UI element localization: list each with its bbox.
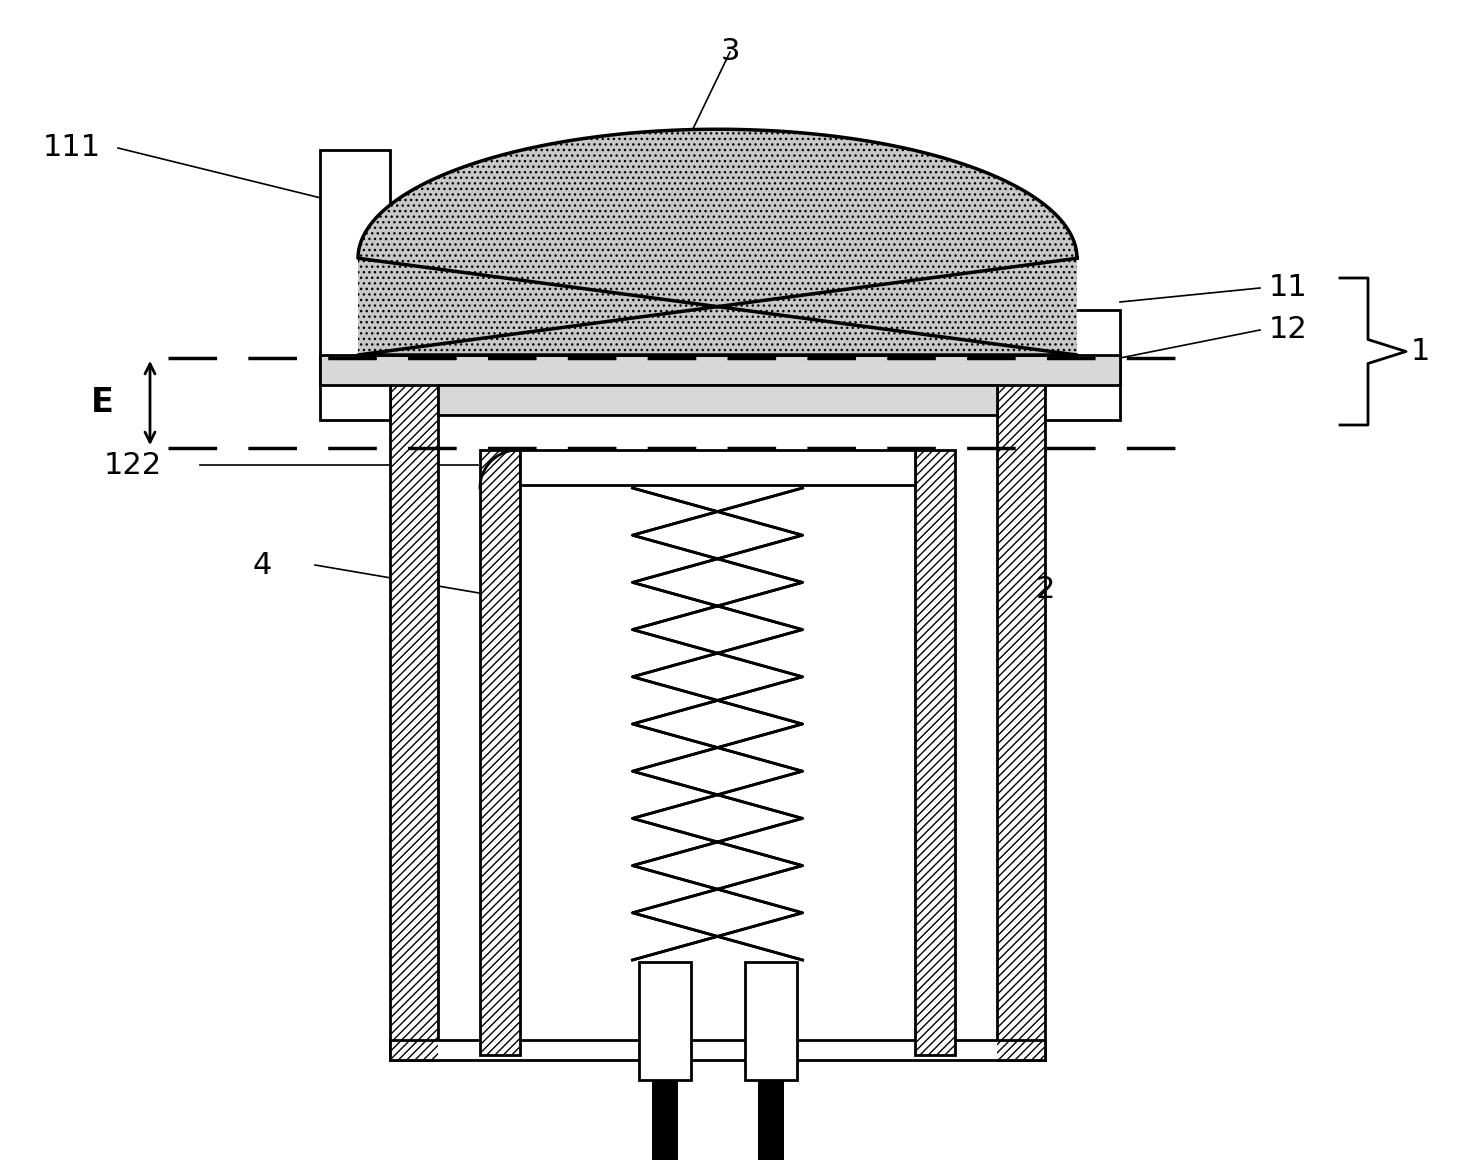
Bar <box>480 450 519 1054</box>
Bar <box>439 300 998 1058</box>
Text: 1: 1 <box>1410 338 1430 367</box>
Text: 11: 11 <box>1269 274 1307 303</box>
Bar <box>390 300 439 1060</box>
Text: 122: 122 <box>104 450 161 479</box>
Polygon shape <box>700 869 735 909</box>
Bar <box>480 450 519 1054</box>
Bar <box>390 300 439 1060</box>
Polygon shape <box>700 681 735 720</box>
Bar <box>651 1080 678 1160</box>
Polygon shape <box>700 916 735 956</box>
Polygon shape <box>358 129 1077 259</box>
Bar <box>744 962 797 1080</box>
Polygon shape <box>700 492 735 531</box>
Bar <box>519 450 915 485</box>
Polygon shape <box>700 775 735 814</box>
Text: 3: 3 <box>720 37 739 66</box>
Bar <box>757 1080 783 1160</box>
Bar <box>915 450 955 1054</box>
Bar <box>1045 310 1119 420</box>
Bar <box>998 300 1045 1060</box>
Bar <box>638 962 691 1080</box>
Bar <box>320 150 390 420</box>
Bar <box>439 385 998 415</box>
Text: 2: 2 <box>1036 575 1055 604</box>
Bar <box>358 259 1077 355</box>
Text: 12: 12 <box>1269 316 1307 345</box>
Polygon shape <box>700 633 735 673</box>
Bar <box>390 1041 1045 1060</box>
Bar <box>320 355 1119 385</box>
Polygon shape <box>700 822 735 862</box>
Polygon shape <box>700 727 735 768</box>
Polygon shape <box>700 586 735 626</box>
Text: 4: 4 <box>252 551 271 580</box>
Bar <box>998 300 1045 1060</box>
Text: E: E <box>91 386 113 420</box>
Bar <box>358 259 1077 355</box>
Text: 111: 111 <box>43 133 101 162</box>
Polygon shape <box>700 539 735 579</box>
Bar <box>915 450 955 1054</box>
